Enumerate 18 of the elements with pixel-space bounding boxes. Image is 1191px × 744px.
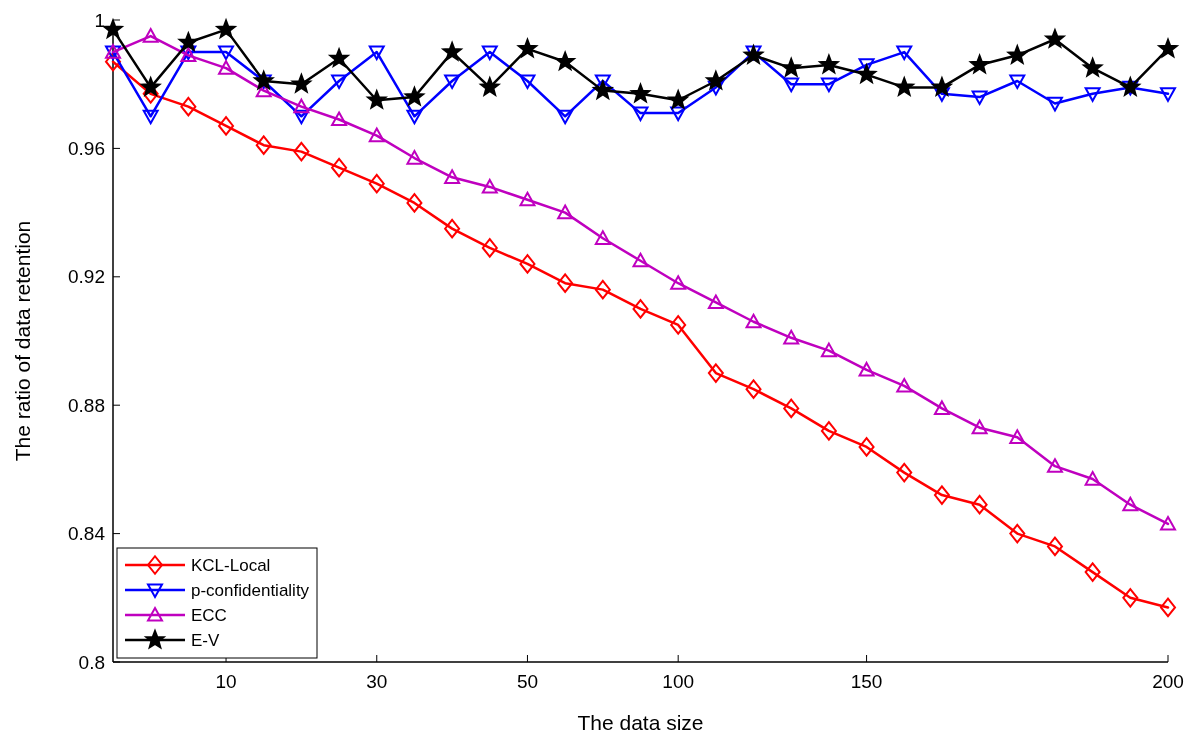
x-tick-label: 50 bbox=[516, 671, 539, 692]
x-tick-label: 30 bbox=[366, 671, 388, 692]
x-tick-label: 150 bbox=[850, 671, 883, 692]
y-tick-label: 0.92 bbox=[68, 266, 105, 288]
y-tick-label: 0.84 bbox=[68, 523, 106, 545]
x-tick-label: 10 bbox=[215, 671, 237, 692]
x-tick-label: 200 bbox=[1152, 671, 1184, 692]
y-tick-label: 0.88 bbox=[68, 394, 105, 416]
x-axis-title: The data size bbox=[577, 711, 704, 734]
y-tick-label: 0.8 bbox=[78, 651, 105, 673]
y-axis-title: The ratio of data retention bbox=[11, 220, 34, 462]
y-tick-label: 1 bbox=[94, 9, 105, 31]
y-tick-label: 0.96 bbox=[68, 138, 105, 160]
legend-label: ECC bbox=[191, 605, 227, 625]
legend-label: p-confidentiality bbox=[191, 580, 310, 600]
legend-label: E-V bbox=[191, 630, 220, 650]
x-tick-label: 100 bbox=[662, 671, 695, 692]
legend-label: KCL-Local bbox=[191, 555, 271, 575]
